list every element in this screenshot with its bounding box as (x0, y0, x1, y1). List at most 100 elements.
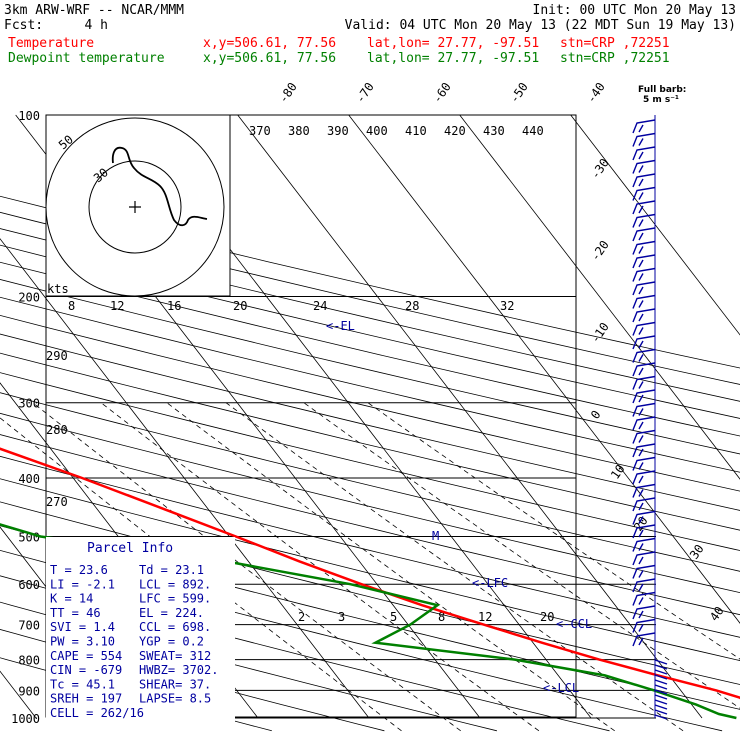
wind-barb (632, 335, 656, 350)
wind-barb (632, 551, 656, 566)
parcel-info-row-left: Tc = 45.1 (50, 677, 115, 691)
wind-barb (632, 429, 656, 444)
dry-adiabat (0, 575, 610, 732)
wind-barb (632, 281, 656, 296)
dew-xy: x,y=506.61, 77.56 (203, 51, 336, 66)
pressure-tick-label: 800 (18, 654, 40, 668)
isotherm (237, 114, 703, 719)
wind-barb (654, 664, 668, 670)
parcel-info-row-right: SHEAR= 37. (139, 677, 211, 691)
parcel-info-row-left: SREH = 197 (50, 692, 122, 706)
mixing-ratio-tick-label: 5 (390, 610, 397, 624)
mixing-ratio-line (303, 402, 740, 709)
dry-adiabat (0, 244, 740, 419)
dry-adiabat (0, 352, 740, 531)
init-time: Init: 00 UTC Mon 20 May 13 (533, 3, 737, 18)
wind-barb (632, 227, 656, 242)
wind-barb (632, 510, 656, 525)
wind-barb (632, 254, 656, 269)
hodo-speed-tick-label: 32 (500, 299, 514, 313)
wind-barb (632, 173, 656, 188)
dry-adiabat (0, 501, 740, 685)
wind-barb (632, 564, 656, 579)
theta-tick-label: 440 (522, 124, 544, 138)
temperature-tick-label: -80 (276, 80, 300, 106)
temperature-tick-label: 0 (588, 408, 604, 422)
temp-latlon: lat,lon= 27.77, -97.51 (367, 36, 539, 51)
wind-barb (632, 416, 656, 431)
wind-barb (632, 470, 656, 485)
dry-adiabat (0, 478, 740, 661)
ccl-marker: <-CCL (556, 617, 592, 631)
wind-key-title: Full barb: (638, 85, 686, 95)
hodo-speed-tick-label: 28 (405, 299, 419, 313)
wind-barb (632, 578, 656, 593)
parcel-info-row-right: LAPSE= 8.5 (139, 692, 211, 706)
temp-stn: stn=CRP ,72251 (560, 36, 670, 51)
wind-barb (632, 362, 656, 377)
wind-barb (654, 679, 668, 685)
temperature-tick-label: -50 (507, 80, 531, 106)
isotherm (459, 114, 740, 480)
dry-adiabat (0, 455, 740, 638)
parcel-info-row-left: K = 14 (50, 592, 93, 606)
wind-barb (632, 497, 656, 512)
dry-adiabat (0, 228, 740, 402)
theta-e-tick-label: 290 (46, 349, 68, 363)
parcel-info-row-right: LFC = 599. (139, 592, 211, 606)
pressure-tick-label: 300 (18, 397, 40, 411)
fcst-value: 4 h (85, 18, 108, 33)
wind-barb (654, 694, 668, 700)
wind-barb (632, 483, 656, 498)
theta-tick-label: 370 (249, 124, 271, 138)
wind-barb (632, 240, 656, 255)
wind-barb (632, 132, 656, 147)
theta-e-tick-label: 270 (46, 495, 68, 509)
parcel-info-row-left: CAPE = 554 (50, 649, 122, 663)
wind-barb (654, 659, 668, 665)
pressure-tick-label: 400 (18, 472, 40, 486)
el-marker: <-EL (326, 319, 355, 333)
hodo-speed-tick-label: 16 (167, 299, 181, 313)
wind-barb (632, 200, 656, 215)
parcel-info-row-right: Td = 23.1 (139, 563, 204, 577)
hodo-speed-tick-label: 20 (233, 299, 247, 313)
legend-temperature: Temperature (8, 36, 94, 51)
wind-barb (654, 699, 668, 705)
wind-barb (654, 669, 668, 675)
wind-barb (632, 632, 656, 647)
wind-barb (632, 389, 656, 404)
temperature-tick-label: 10 (608, 462, 628, 482)
wind-barbs (632, 115, 668, 720)
wind-barb (632, 456, 656, 471)
wind-barb (632, 443, 656, 458)
hodo-kts-label: kts (47, 282, 69, 296)
dew-stn: stn=CRP ,72251 (560, 51, 670, 66)
chart-header: 3km ARW-WRF -- NCAR/MMM Init: 00 UTC Mon… (4, 3, 736, 105)
wind-barb (632, 186, 656, 201)
isotherm (348, 114, 740, 624)
temperature-tick-label: -60 (430, 80, 454, 106)
parcel-info-row-left: PW = 3.10 (50, 635, 115, 649)
wind-barb (632, 159, 656, 174)
hodo-speed-tick-label: 12 (110, 299, 124, 313)
pressure-tick-label: 900 (18, 684, 40, 698)
mixing-ratio-tick-label: 3 (338, 610, 345, 624)
wind-barb (632, 267, 656, 282)
wind-barb (632, 213, 656, 228)
dry-adiabat (0, 261, 740, 437)
parcel-info-row-left: SVI = 1.4 (50, 620, 115, 634)
parcel-markers: <-EL M <-LFC <-CCL <-LCL (326, 319, 592, 695)
wind-barb (654, 714, 668, 720)
pressure-tick-label: 200 (18, 291, 40, 305)
theta-tick-label: 380 (288, 124, 310, 138)
model-label: 3km ARW-WRF -- NCAR/MMM (4, 3, 184, 18)
pressure-tick-label: 1000 (11, 712, 40, 726)
mixing-ratio-tick-label: 8 (438, 610, 445, 624)
dry-adiabat (0, 601, 497, 732)
parcel-info-panel: Parcel Info T = 23.6 Td = 23.1 LI = -2.1 LC… (46, 537, 235, 724)
dry-adiabat (0, 195, 740, 369)
temperature-tick-label: -10 (588, 320, 612, 346)
temperature-tick-label: -70 (353, 80, 377, 106)
